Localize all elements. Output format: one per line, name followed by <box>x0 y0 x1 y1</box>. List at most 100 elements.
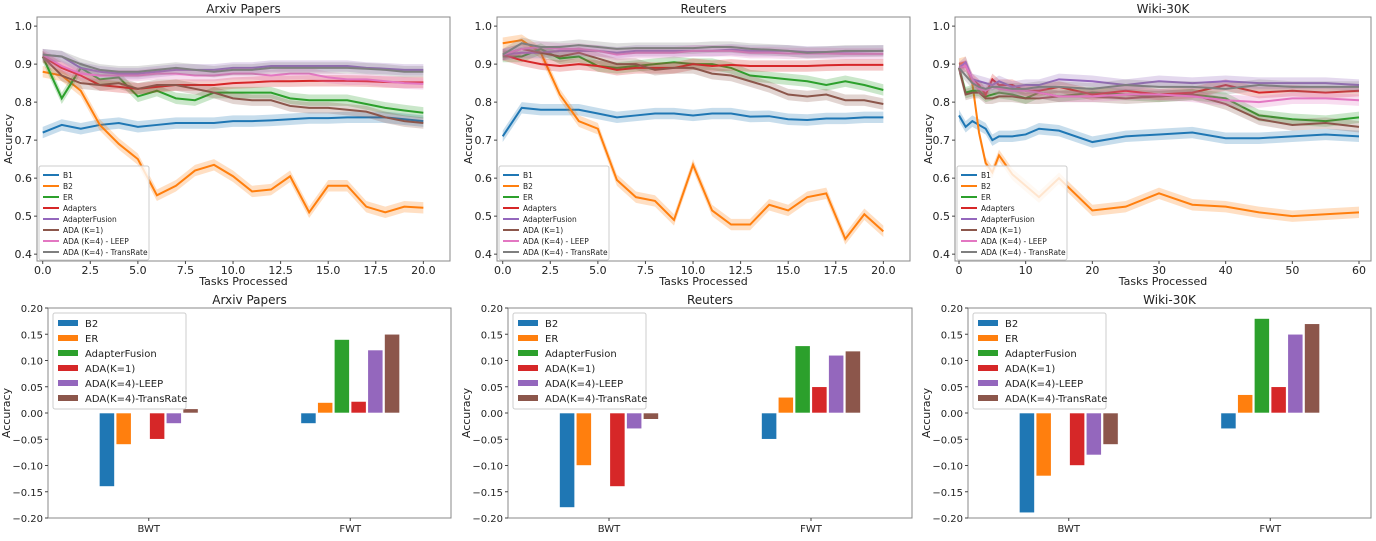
legend-label: ADA(K=4)-LEEP <box>545 379 623 390</box>
legend-label: B2 <box>1005 319 1018 330</box>
legend-label: B2 <box>63 182 73 191</box>
legend-label: ADA (K=1) <box>63 226 103 235</box>
legend-label: ADA(K=4)-TransRate <box>85 394 187 405</box>
y-tick-label: 0.5 <box>933 210 951 223</box>
chart-title: Wiki-30K <box>1137 2 1191 16</box>
legend: B2 ER AdapterFusion ADA(K=1) ADA(K=4)-LEEP AD… <box>52 312 187 410</box>
bar <box>643 412 659 420</box>
bar <box>761 412 777 440</box>
y-tick-label: −0.20 <box>472 514 503 525</box>
x-tick-label: 15.0 <box>776 264 801 277</box>
bar <box>1035 412 1052 477</box>
bar <box>99 412 115 487</box>
legend-label: AdapterFusion <box>63 215 117 224</box>
legend-label: ADA(K=1) <box>1005 364 1055 375</box>
bar <box>384 333 400 414</box>
chart-title: Arxiv Papers <box>206 2 280 16</box>
y-tick-label: 0.8 <box>933 96 951 109</box>
y-tick-label: 0.7 <box>15 134 33 147</box>
confidence-band <box>42 50 424 119</box>
x-tick-label: 0.0 <box>494 264 512 277</box>
legend-swatch <box>978 320 998 326</box>
series-line <box>42 53 424 73</box>
y-tick-label: 0.15 <box>941 330 963 341</box>
y-tick-label: 0.4 <box>933 248 951 261</box>
confidence-band <box>502 43 884 110</box>
legend-label: AdapterFusion <box>1005 349 1077 360</box>
bar <box>559 412 575 508</box>
legend-swatch <box>518 350 538 356</box>
legend-swatch <box>58 335 78 341</box>
x-tick-label: 5.0 <box>129 264 147 277</box>
legend-label: ADA(K=4)-TransRate <box>1005 394 1107 405</box>
legend: B2 ER AdapterFusion ADA(K=1) ADA(K=4)-LEEP AD… <box>512 312 647 410</box>
y-tick-label: 0.15 <box>481 330 503 341</box>
y-tick-label: 0.4 <box>475 248 493 261</box>
legend-label: B1 <box>523 171 533 180</box>
plot-frame <box>954 16 1372 262</box>
x-tick-label: 20.0 <box>871 264 896 277</box>
series-line <box>42 55 424 90</box>
bar <box>1254 318 1270 414</box>
legend: B2 ER AdapterFusion ADA(K=1) ADA(K=4)-LEEP AD… <box>972 312 1107 410</box>
y-axis-label: Accuracy <box>462 113 475 164</box>
bar <box>828 354 845 414</box>
legend-label: AdapterFusion <box>981 215 1035 224</box>
series-line <box>42 55 424 125</box>
series-line <box>501 106 884 137</box>
y-tick-label: −0.10 <box>12 462 43 473</box>
chart-title: Reuters <box>680 2 726 16</box>
y-tick-label: 0.05 <box>941 383 963 394</box>
y-tick-label: −0.20 <box>12 514 43 525</box>
y-tick-label: 1.0 <box>933 20 951 33</box>
y-tick-label: 1.0 <box>475 20 493 33</box>
legend-label: ADA (K=1) <box>981 226 1021 235</box>
legend-label: ADA (K=4) - TransRate <box>63 248 148 257</box>
legend-label: ADA(K=1) <box>85 364 135 375</box>
y-tick-label: 0.05 <box>481 383 503 394</box>
series-line <box>958 114 1360 144</box>
legend-box <box>512 312 647 410</box>
x-tick-label: BWT <box>138 524 161 535</box>
x-tick-label: 60 <box>1352 264 1366 277</box>
bar <box>845 350 861 414</box>
y-tick-label: 0.00 <box>21 409 43 420</box>
line-chart-1: Reuters Accuracy 0.4 0.5 0.6 0.7 0.8 0.9 1.0 0.0 2… <box>462 2 911 288</box>
y-tick-label: 0.6 <box>475 172 493 185</box>
bar <box>149 412 165 440</box>
y-tick-label: 0.20 <box>21 304 43 315</box>
legend-label: ADA (K=4) - LEEP <box>981 237 1047 246</box>
legend-swatch <box>58 365 78 371</box>
x-tick-label: 7.5 <box>637 264 655 277</box>
series-line <box>42 116 424 134</box>
x-tick-label: 2.5 <box>82 264 100 277</box>
legend-swatch <box>978 395 998 401</box>
y-tick-label: −0.10 <box>472 462 503 473</box>
y-axis-label: Accuracy <box>460 387 473 438</box>
bar <box>334 339 350 414</box>
bar <box>1102 412 1119 445</box>
y-tick-label: −0.15 <box>12 488 43 499</box>
bar-chart-4: Reuters Accuracy −0.20 −0.15 −0.10 −0.05 0.00 0… <box>460 293 913 535</box>
plot-frame <box>36 16 451 262</box>
bar <box>317 402 334 414</box>
legend-swatch <box>518 335 538 341</box>
legend-label: B2 <box>545 319 558 330</box>
bar <box>182 408 199 414</box>
legend-label: B2 <box>981 182 991 191</box>
bar <box>794 345 811 414</box>
y-tick-label: −0.10 <box>932 462 963 473</box>
y-tick-label: 0.20 <box>941 304 963 315</box>
bar <box>1237 394 1254 414</box>
x-tick-label: 20 <box>1085 264 1099 277</box>
legend-label: ADA(K=4)-LEEP <box>1005 379 1083 390</box>
legend-label: ADA(K=1) <box>545 364 595 375</box>
legend-label: ADA (K=1) <box>523 226 563 235</box>
y-tick-label: 0.8 <box>15 96 33 109</box>
legend-label: ER <box>63 193 73 202</box>
bar <box>350 401 367 414</box>
legend-label: ADA (K=4) - TransRate <box>981 248 1066 257</box>
x-axis-label: Tasks Processed <box>1118 275 1207 288</box>
x-axis-label: Tasks Processed <box>658 275 747 288</box>
legend-label: ER <box>545 334 558 345</box>
